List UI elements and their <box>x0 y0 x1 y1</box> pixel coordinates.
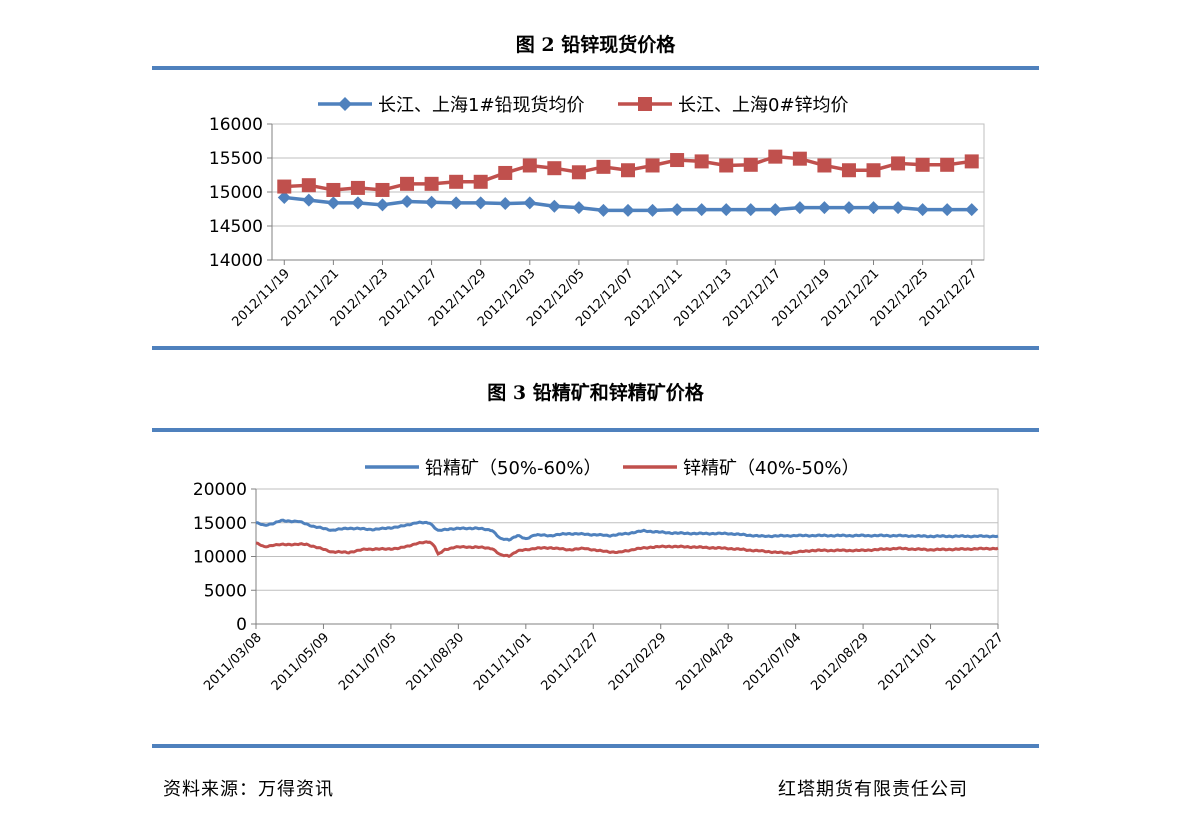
y-tick-label: 0 <box>236 615 247 635</box>
data-point <box>571 165 586 180</box>
y-tick-label: 15000 <box>193 514 247 534</box>
data-point <box>744 203 758 217</box>
x-tick-label: 2011/08/30 <box>404 630 468 694</box>
legend-label: 长江、上海1#铅现货均价 <box>378 95 585 116</box>
x-tick-label: 2012/02/29 <box>606 630 670 694</box>
data-point <box>743 157 758 172</box>
data-point <box>522 158 537 173</box>
data-point <box>375 182 390 197</box>
data-point <box>867 201 881 215</box>
data-point <box>670 203 684 217</box>
data-point <box>621 203 635 217</box>
data-point <box>400 176 415 191</box>
legend-label: 锌精矿（40%-50%） <box>683 458 860 479</box>
data-point <box>326 182 341 197</box>
y-tick-label: 5000 <box>204 581 247 601</box>
data-point <box>817 201 831 215</box>
data-point <box>866 163 881 178</box>
y-tick-label: 15500 <box>209 149 263 169</box>
legend-marker <box>338 97 352 111</box>
data-point <box>449 196 463 210</box>
legend-marker <box>638 97 652 111</box>
divider-rule-top <box>152 66 1039 70</box>
y-tick-label: 20000 <box>193 480 247 500</box>
y-tick-label: 16000 <box>209 115 263 135</box>
x-tick-label: 2011/12/27 <box>539 630 603 694</box>
series-line <box>256 518 999 542</box>
data-point <box>277 179 292 194</box>
legend-label: 铅精矿（50%-60%） <box>425 458 602 479</box>
x-tick-label: 2011/11/01 <box>471 630 535 694</box>
data-point <box>694 154 709 169</box>
data-point <box>792 151 807 166</box>
data-point <box>596 203 610 217</box>
company-name: 红塔期货有限责任公司 <box>778 779 968 800</box>
data-point <box>817 158 832 173</box>
data-point <box>277 190 291 204</box>
x-tick-label: 2011/05/09 <box>269 630 333 694</box>
divider-rule-middle <box>152 346 1039 350</box>
data-point <box>793 201 807 215</box>
data-point <box>498 197 512 211</box>
divider-rule-fig3-top <box>152 428 1039 432</box>
x-tick-label: 2012/07/04 <box>741 630 805 694</box>
data-point <box>940 157 955 172</box>
series-line <box>255 540 999 558</box>
data-point <box>400 195 414 209</box>
data-point <box>302 193 316 207</box>
data-point <box>326 196 340 210</box>
data-point <box>351 196 365 210</box>
data-point <box>841 163 856 178</box>
source-note: 资料来源：万得资讯 <box>163 779 334 800</box>
y-tick-label: 15000 <box>209 183 263 203</box>
data-point <box>474 196 488 210</box>
data-point <box>768 149 783 164</box>
lead-zinc-spot-price-chart: 14000145001500015500160002012/11/192012/… <box>209 95 985 330</box>
data-point <box>425 195 439 209</box>
x-tick-label: 2012/11/01 <box>876 630 940 694</box>
data-point <box>695 203 709 217</box>
data-point <box>965 203 979 217</box>
data-point <box>498 165 513 180</box>
data-point <box>645 158 660 173</box>
data-point <box>719 203 733 217</box>
y-tick-label: 14500 <box>209 217 263 237</box>
data-point <box>301 178 316 193</box>
divider-rule-bottom <box>152 744 1039 748</box>
y-tick-label: 10000 <box>193 548 247 568</box>
data-point <box>670 153 685 168</box>
data-point <box>842 201 856 215</box>
data-point <box>449 174 464 189</box>
data-point <box>915 157 930 172</box>
figure-3-title: 图 3 铅精矿和锌精矿价格 <box>487 382 704 404</box>
data-point <box>891 201 905 215</box>
data-point <box>646 203 660 217</box>
data-point <box>891 156 906 171</box>
data-point <box>916 203 930 217</box>
x-tick-label: 2011/03/08 <box>201 630 265 694</box>
data-point <box>964 154 979 169</box>
data-point <box>523 196 537 210</box>
data-point <box>768 203 782 217</box>
concentrate-price-chart: 0 5000 10000 15000 20000 2011/03/08 2011/05/09… <box>193 458 1007 694</box>
x-tick-label: 2012/12/27 <box>943 630 1007 694</box>
data-point <box>596 159 611 174</box>
y-tick-label: 14000 <box>209 251 263 271</box>
data-point <box>547 199 561 213</box>
x-tick-label: 2011/07/05 <box>336 630 400 694</box>
data-point <box>940 203 954 217</box>
data-point <box>350 180 365 195</box>
data-point <box>719 158 734 173</box>
data-point <box>621 163 635 178</box>
data-point <box>572 201 586 215</box>
x-tick-label: 2012/04/28 <box>673 630 737 694</box>
data-point <box>424 176 439 191</box>
data-point <box>375 198 389 212</box>
figure-2-title: 图 2 铅锌现货价格 <box>515 34 676 56</box>
data-point <box>473 174 488 189</box>
data-point <box>547 161 562 176</box>
x-tick-label: 2012/08/29 <box>808 630 872 694</box>
legend-label: 长江、上海0#锌均价 <box>678 95 849 116</box>
